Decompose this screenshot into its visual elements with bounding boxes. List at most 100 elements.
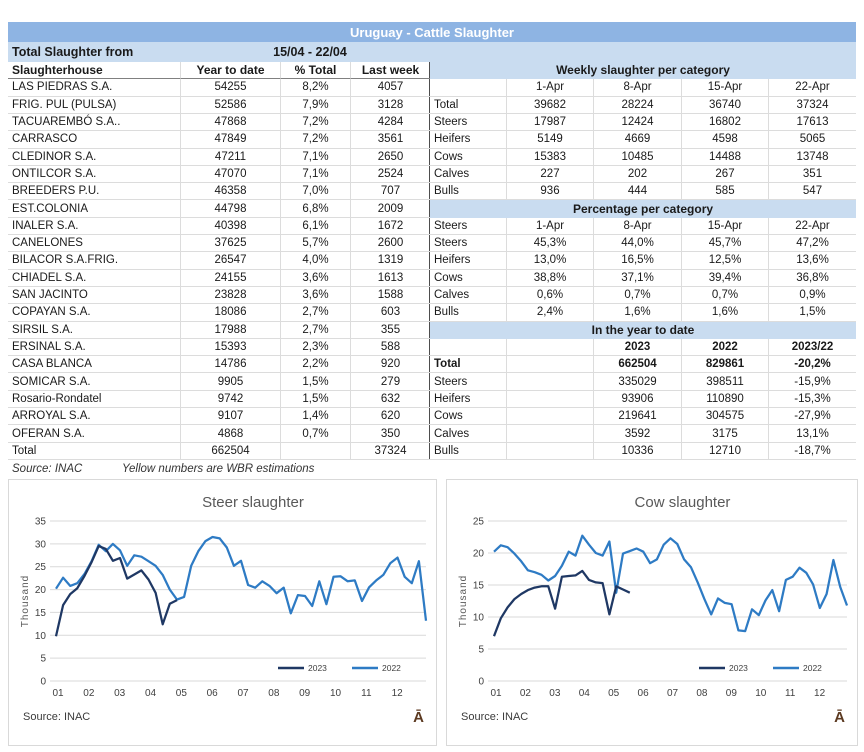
table-cell: 6,1% [280, 217, 350, 236]
report-title: Uruguay - Cattle Slaughter [8, 22, 856, 42]
row-label: Calves [430, 166, 506, 184]
table-cell: 2,7% [280, 321, 350, 339]
table-cell [506, 442, 593, 460]
table-cell: 17987 [506, 113, 593, 132]
table-cell: 7,1% [280, 165, 350, 184]
table-cell: 47868 [180, 113, 280, 132]
row-label: Total [430, 356, 506, 374]
x-tick-label: 09 [299, 688, 311, 699]
table-cell: 47849 [180, 131, 280, 149]
y-axis-label: Thousand [458, 575, 469, 627]
table-cell: 547 [768, 183, 856, 201]
x-tick-label: 04 [579, 688, 591, 699]
table-cell: 47211 [180, 148, 280, 166]
x-tick-label: 03 [549, 688, 561, 699]
x-tick-label: 10 [330, 688, 342, 699]
table-cell: 37324 [350, 442, 430, 460]
table-cell: 7,0% [280, 183, 350, 201]
series-line-2023 [54, 544, 178, 637]
table-cell: 1588 [350, 286, 430, 305]
table-cell [506, 408, 593, 426]
table-cell: 13,1% [768, 425, 856, 443]
x-tick-label: 03 [114, 688, 126, 699]
table-cell: 3561 [350, 131, 430, 149]
table-cell: 936 [506, 183, 593, 201]
row-label: SOMICAR S.A. [8, 373, 180, 391]
row-label: CHIADEL S.A. [8, 270, 180, 287]
table-cell: 5149 [506, 131, 593, 149]
table-cell: 3175 [681, 425, 768, 443]
table-cell: -18,7% [768, 442, 856, 460]
table-cell: 7,1% [280, 148, 350, 166]
row-label: OFERAN S.A. [8, 425, 180, 443]
table-cell: 2,4% [506, 304, 593, 322]
row-label: SIRSIL S.A. [8, 322, 180, 339]
table-cell: 7,9% [280, 96, 350, 114]
table-cell: 2600 [350, 235, 430, 253]
table-cell: 4,0% [280, 252, 350, 270]
table-cell: 4868 [180, 425, 280, 443]
table-cell: 4284 [350, 113, 430, 132]
table-cell: 2022 [681, 338, 768, 357]
table-cell: 52586 [180, 96, 280, 114]
table-cell: 1,5% [768, 304, 856, 322]
table-cell: 22-Apr [768, 79, 856, 97]
table-cell: 54255 [180, 79, 280, 97]
table-cell: 2524 [350, 165, 430, 184]
chart-title: Cow slaughter [635, 494, 731, 511]
table-cell: 40398 [180, 217, 280, 236]
row-label: Cows [430, 408, 506, 426]
y-tick-label: 20 [35, 585, 47, 596]
table-cell: 12710 [681, 442, 768, 460]
period-band: Total Slaughter from 15/04 - 22/04 [8, 42, 856, 62]
table-cell: 920 [350, 356, 430, 374]
table-cell: 7,2% [280, 131, 350, 149]
x-tick-label: 07 [667, 688, 679, 699]
table-cell: 3592 [593, 425, 681, 443]
cow-slaughter-chart: 0 5 10 15 20 25 01 02 03 04 05 06 07 08 09 10 11 12 Cow sl… [446, 479, 858, 746]
row-label: LAS PIEDRAS S.A. [8, 79, 180, 97]
row-label [430, 339, 506, 357]
row-label: ERSINAL S.A. [8, 339, 180, 357]
column-header: Last week [350, 62, 430, 80]
table-cell: 267 [681, 165, 768, 184]
estimation-note: Yellow numbers are WBR estimations [122, 463, 315, 475]
table-cell [506, 390, 593, 409]
row-label: BILACOR S.A.FRIG. [8, 252, 180, 270]
watermark-icon: Ā [413, 709, 424, 726]
steer-slaughter-chart: 0 5 10 15 20 25 30 35 01 02 03 04 05 06 07 08 09 10 11 12 St… [8, 479, 437, 746]
table-cell: 662504 [180, 442, 280, 460]
table-cell: 304575 [681, 408, 768, 426]
table-cell: 9107 [180, 408, 280, 426]
column-header: % Total [280, 62, 350, 80]
series-line-2022 [55, 535, 428, 621]
table-cell: 829861 [681, 356, 768, 374]
x-tick-label: 12 [392, 688, 404, 699]
table-cell: 279 [350, 373, 430, 391]
row-label: Steers [430, 114, 506, 132]
table-cell: 38,8% [506, 269, 593, 287]
legend-label: 2022 [382, 663, 401, 673]
table-cell: 6,8% [280, 200, 350, 218]
table-cell: 7,2% [280, 113, 350, 132]
table-cell [506, 356, 593, 374]
row-label [430, 79, 506, 97]
table-cell: 5,7% [280, 235, 350, 253]
table-cell: 2,3% [280, 338, 350, 357]
table-cell: 620 [350, 408, 430, 426]
legend-label: 2023 [729, 663, 748, 673]
table-cell: 13,6% [768, 252, 856, 270]
y-tick-label: 5 [478, 645, 484, 656]
x-tick-label: 01 [490, 688, 502, 699]
row-label: Bulls [430, 304, 506, 322]
y-tick-label: 20 [473, 549, 485, 560]
table-cell: -20,2% [768, 356, 856, 374]
table-cell: 110890 [681, 390, 768, 409]
table-cell: 36,8% [768, 269, 856, 287]
table-cell: 4598 [681, 131, 768, 149]
tables-region: Slaughterhouse Year to date% Total Last we… [8, 62, 856, 460]
chart-source: Source: INAC [23, 711, 90, 723]
table-cell: 8,2% [280, 79, 350, 97]
row-label: Cows [430, 270, 506, 287]
